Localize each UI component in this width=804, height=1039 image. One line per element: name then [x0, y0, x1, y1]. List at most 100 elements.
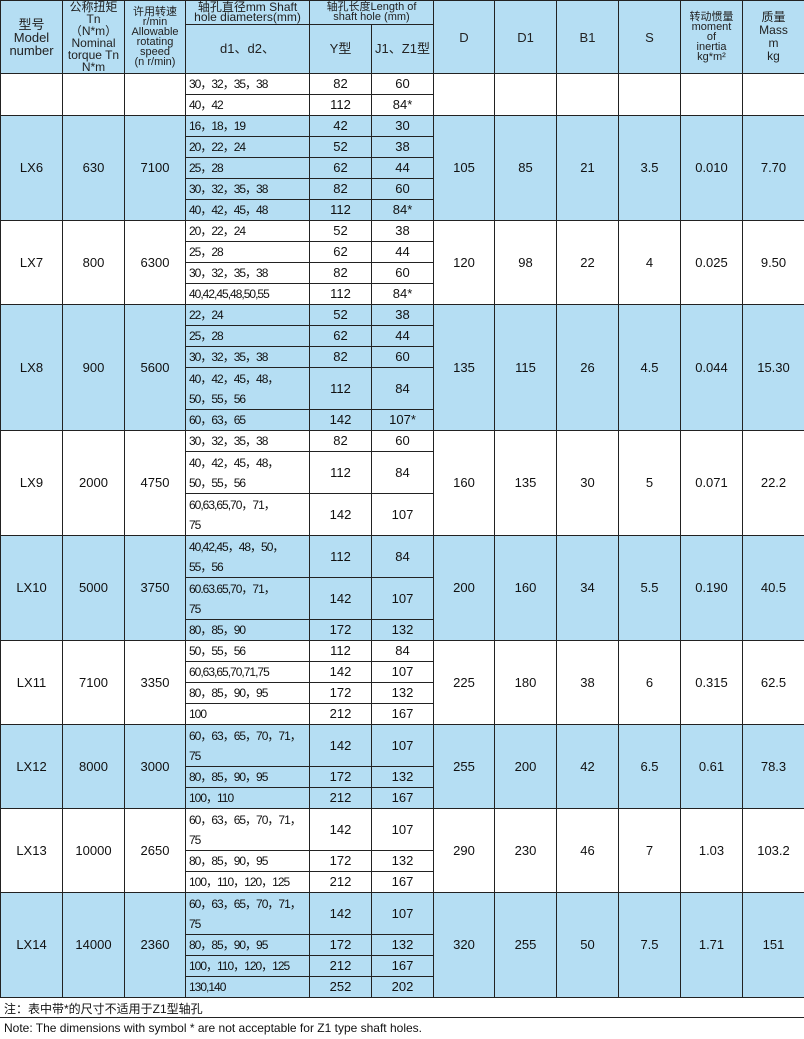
cell-torque: 800 [63, 221, 125, 305]
cell-shaft-diameter: 80，85，90，95 [186, 935, 310, 956]
cell-shaft-diameter-text: 20，22，24 [189, 137, 245, 157]
cell-mass: 7.70 [743, 116, 804, 221]
cell-shaft-diameter: 60,63,65,70,71,75 [186, 662, 310, 683]
note-chinese: 注：表中带*的尺寸不适用于Z1型轴孔 [0, 998, 804, 1017]
cell-s: 3.5 [619, 116, 681, 221]
cell-shaft-diameter: 100，110，120，125 [186, 872, 310, 893]
cell-shaft-diameter-text: 30，32，35，38 [189, 263, 267, 283]
header-torque: 公称扭矩 Tn（N*m） Nominal torque Tn N*m [63, 1, 125, 74]
cell-y-length: 82 [310, 179, 372, 200]
cell-torque: 2000 [63, 431, 125, 536]
cell-s: 7 [619, 809, 681, 893]
cell-j-length: 44 [372, 158, 434, 179]
cell-speed: 6300 [125, 221, 186, 305]
cell-y-length: 142 [310, 578, 372, 620]
cell-model: LX10 [1, 536, 63, 641]
cell-speed: 2650 [125, 809, 186, 893]
cell-j-length: 84* [372, 200, 434, 221]
cell-y-length: 142 [310, 494, 372, 536]
cell-shaft-diameter: 30，32，35，38 [186, 263, 310, 284]
cell-b1: 21 [557, 116, 619, 221]
cell-model: LX7 [1, 221, 63, 305]
cell-model: LX12 [1, 725, 63, 809]
cell-j-length: 84 [372, 641, 434, 662]
cell-s: 5 [619, 431, 681, 536]
header-D: D [434, 1, 495, 74]
cell-y-length: 142 [310, 410, 372, 431]
cell-j-length: 60 [372, 179, 434, 200]
cell-d1: 135 [495, 431, 557, 536]
cell-mass: 40.5 [743, 536, 804, 641]
cell-y-length: 62 [310, 242, 372, 263]
cell-j-length: 60 [372, 74, 434, 95]
cell-shaft-diameter-text: 80，85，90，95 [189, 767, 267, 787]
cell-d1: 180 [495, 641, 557, 725]
cell-b1: 34 [557, 536, 619, 641]
cell-inertia: 1.71 [681, 893, 743, 998]
cell-j-length: 132 [372, 683, 434, 704]
cell-shaft-diameter: 25，28 [186, 158, 310, 179]
header-d1-d2: d1、d2、 [186, 24, 310, 73]
cell-shaft-diameter-text: 40，42 [189, 95, 223, 115]
cell-j-length: 84* [372, 95, 434, 116]
cell-speed: 3000 [125, 725, 186, 809]
cell-shaft-diameter: 60，63，65，70，71， 75 [186, 809, 310, 851]
cell-y-length: 62 [310, 158, 372, 179]
cell-shaft-diameter: 100 [186, 704, 310, 725]
cell-shaft-diameter-text: 60，63，65 [189, 410, 245, 430]
cell-model: LX13 [1, 809, 63, 893]
header-speed: 许用转速 r/min Allowable rotating speed (n r… [125, 1, 186, 74]
cell-shaft-diameter-text: 60，63，65，70，71， 75 [189, 894, 301, 934]
cell-j-length: 132 [372, 767, 434, 788]
cell-j-length: 167 [372, 704, 434, 725]
cell-s: 6 [619, 641, 681, 725]
cell-model: LX11 [1, 641, 63, 725]
cell-speed: 4750 [125, 431, 186, 536]
cell-shaft-diameter: 60，63，65，70，71， 75 [186, 725, 310, 767]
cell-j-length: 132 [372, 851, 434, 872]
cell-y-length: 112 [310, 200, 372, 221]
cell-model: LX8 [1, 305, 63, 431]
cell-speed: 2360 [125, 893, 186, 998]
cell-shaft-diameter-text: 100，110 [189, 788, 233, 808]
cell-y-length: 212 [310, 788, 372, 809]
cell-j-length: 84* [372, 284, 434, 305]
cell-shaft-diameter-text: 60，63，65，70，71， 75 [189, 810, 301, 850]
cell-shaft-diameter: 60，63，65 [186, 410, 310, 431]
cell-s: 5.5 [619, 536, 681, 641]
cell-shaft-diameter: 22，24 [186, 305, 310, 326]
cell-torque: 10000 [63, 809, 125, 893]
cell-shaft-diameter: 60，63，65，70，71， 75 [186, 893, 310, 935]
cell-d [434, 74, 495, 116]
cell-inertia: 0.315 [681, 641, 743, 725]
cell-shaft-diameter: 130,140 [186, 977, 310, 998]
header-B1: B1 [557, 1, 619, 74]
cell-torque: 5000 [63, 536, 125, 641]
cell-b1: 26 [557, 305, 619, 431]
cell-j-length: 107 [372, 893, 434, 935]
cell-j-length: 107* [372, 410, 434, 431]
cell-y-length: 142 [310, 893, 372, 935]
cell-y-length: 172 [310, 620, 372, 641]
cell-shaft-diameter-text: 80，85，90，95 [189, 935, 267, 955]
cell-shaft-diameter-text: 100，110，120，125 [189, 956, 289, 976]
header-shaft-length: 轴孔长度Length of shaft hole (mm) [310, 1, 434, 25]
cell-d: 200 [434, 536, 495, 641]
cell-s: 6.5 [619, 725, 681, 809]
cell-shaft-diameter: 25，28 [186, 242, 310, 263]
cell-j-length: 44 [372, 326, 434, 347]
cell-y-length: 172 [310, 683, 372, 704]
cell-inertia: 0.190 [681, 536, 743, 641]
cell-y-length: 212 [310, 704, 372, 725]
cell-j-length: 60 [372, 263, 434, 284]
cell-d: 255 [434, 725, 495, 809]
cell-shaft-diameter: 20，22，24 [186, 221, 310, 242]
cell-j-length: 30 [372, 116, 434, 137]
header-j1-z1-type: J1、Z1型 [372, 24, 434, 73]
